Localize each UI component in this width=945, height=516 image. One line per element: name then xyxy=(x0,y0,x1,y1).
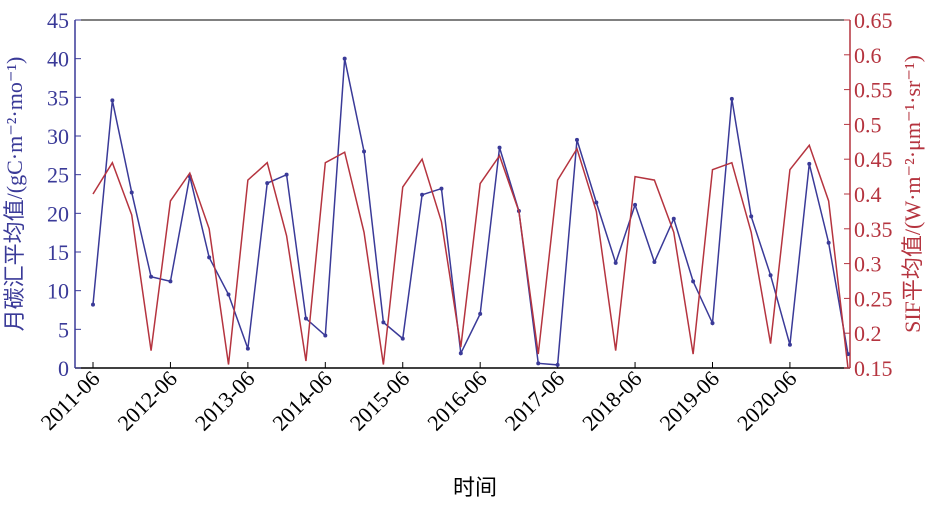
y2-tick-label: 0.4 xyxy=(854,182,882,207)
point xyxy=(245,346,250,351)
point xyxy=(265,181,270,186)
y2-tick-label: 0.6 xyxy=(854,43,882,68)
point xyxy=(826,240,831,245)
point xyxy=(168,279,173,284)
point xyxy=(633,202,638,207)
y-tick-label: 35 xyxy=(47,85,69,110)
point xyxy=(303,316,308,321)
point xyxy=(555,362,560,367)
point xyxy=(420,192,425,197)
point xyxy=(362,149,367,154)
point xyxy=(787,342,792,347)
point xyxy=(671,216,676,221)
y2-tick-label: 0.15 xyxy=(854,356,893,381)
y-tick-label: 45 xyxy=(47,8,69,33)
x-tick-label: 2018-06 xyxy=(577,366,647,436)
point xyxy=(497,145,502,150)
x-tick-label: 2019-06 xyxy=(654,366,724,436)
y2-axis-title: SIF平均值/(W·m⁻²·μm⁻¹·sr⁻¹) xyxy=(900,55,925,333)
y-tick-label: 30 xyxy=(47,124,69,149)
series-line xyxy=(92,58,849,366)
point xyxy=(729,96,734,101)
y2-tick-label: 0.55 xyxy=(854,78,893,103)
point xyxy=(652,260,657,265)
point xyxy=(129,190,134,195)
x-tick-label: 2011-06 xyxy=(36,366,105,435)
x-axis-title: 时间 xyxy=(453,475,497,500)
point xyxy=(91,302,95,307)
x-tick-label: 2020-06 xyxy=(732,366,802,436)
x-tick-label: 2012-06 xyxy=(112,366,182,436)
x-tick-label: 2015-06 xyxy=(345,366,415,436)
point xyxy=(110,98,115,103)
y2-tick-label: 0.45 xyxy=(854,147,893,172)
y2-tick-label: 0.65 xyxy=(854,8,893,33)
y-tick-label: 5 xyxy=(58,317,69,342)
x-tick-label: 2016-06 xyxy=(422,366,492,436)
y2-tick-label: 0.5 xyxy=(854,112,882,137)
y2-tick-label: 0.3 xyxy=(854,252,882,277)
y2-tick-label: 0.35 xyxy=(854,217,893,242)
series-line xyxy=(92,143,849,369)
point xyxy=(749,214,754,219)
point xyxy=(342,56,347,61)
point xyxy=(284,172,289,177)
y-axis-title: 月碳汇平均值/(gC·m⁻²·mo⁻¹) xyxy=(2,57,27,332)
point xyxy=(458,351,463,356)
x-tick-label: 2014-06 xyxy=(267,366,337,436)
y-tick-label: 0 xyxy=(58,356,69,381)
point xyxy=(807,161,812,166)
y-tick-label: 40 xyxy=(47,47,69,72)
point xyxy=(574,137,579,142)
y2-tick-label: 0.2 xyxy=(854,321,882,346)
point xyxy=(768,273,773,278)
point xyxy=(149,274,154,279)
y-tick-label: 15 xyxy=(47,240,69,265)
point xyxy=(381,320,386,325)
point xyxy=(207,255,212,260)
x-tick-label: 2013-06 xyxy=(190,366,260,436)
point xyxy=(478,311,483,316)
point xyxy=(226,292,231,297)
point xyxy=(536,361,541,366)
y2-tick-label: 0.25 xyxy=(854,286,893,311)
point xyxy=(691,279,696,284)
x-tick-label: 2017-06 xyxy=(500,366,570,436)
point xyxy=(400,336,405,341)
point xyxy=(594,200,599,205)
y-tick-label: 20 xyxy=(47,201,69,226)
y-tick-label: 10 xyxy=(47,279,69,304)
point xyxy=(323,333,328,338)
point xyxy=(613,260,618,265)
y-tick-label: 25 xyxy=(47,163,69,188)
point xyxy=(439,186,444,191)
point xyxy=(710,321,715,326)
